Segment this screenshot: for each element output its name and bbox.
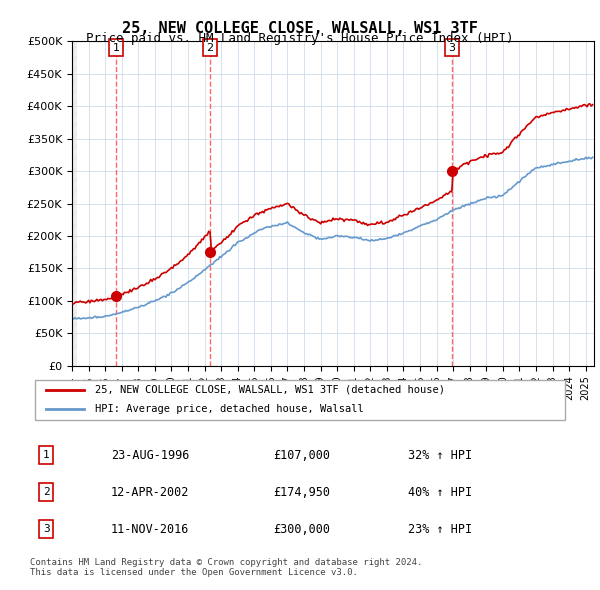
Text: 23-AUG-1996: 23-AUG-1996 xyxy=(111,449,190,462)
Text: 23% ↑ HPI: 23% ↑ HPI xyxy=(408,523,472,536)
Text: £300,000: £300,000 xyxy=(273,523,330,536)
Text: 1: 1 xyxy=(113,43,119,53)
Text: 32% ↑ HPI: 32% ↑ HPI xyxy=(408,449,472,462)
Text: 25, NEW COLLEGE CLOSE, WALSALL, WS1 3TF: 25, NEW COLLEGE CLOSE, WALSALL, WS1 3TF xyxy=(122,21,478,35)
Text: HPI: Average price, detached house, Walsall: HPI: Average price, detached house, Wals… xyxy=(95,405,364,414)
Text: Price paid vs. HM Land Registry's House Price Index (HPI): Price paid vs. HM Land Registry's House … xyxy=(86,32,514,45)
Text: 2: 2 xyxy=(43,487,50,497)
Text: £107,000: £107,000 xyxy=(273,449,330,462)
Text: 3: 3 xyxy=(448,43,455,53)
Text: Contains HM Land Registry data © Crown copyright and database right 2024.
This d: Contains HM Land Registry data © Crown c… xyxy=(30,558,422,577)
Text: 1: 1 xyxy=(43,450,50,460)
Text: 11-NOV-2016: 11-NOV-2016 xyxy=(111,523,190,536)
Text: 40% ↑ HPI: 40% ↑ HPI xyxy=(408,486,472,499)
Text: 3: 3 xyxy=(43,525,50,535)
Text: 25, NEW COLLEGE CLOSE, WALSALL, WS1 3TF (detached house): 25, NEW COLLEGE CLOSE, WALSALL, WS1 3TF … xyxy=(95,385,445,395)
FancyBboxPatch shape xyxy=(35,380,565,419)
Text: 12-APR-2002: 12-APR-2002 xyxy=(111,486,190,499)
Text: £174,950: £174,950 xyxy=(273,486,330,499)
Text: 2: 2 xyxy=(206,43,214,53)
